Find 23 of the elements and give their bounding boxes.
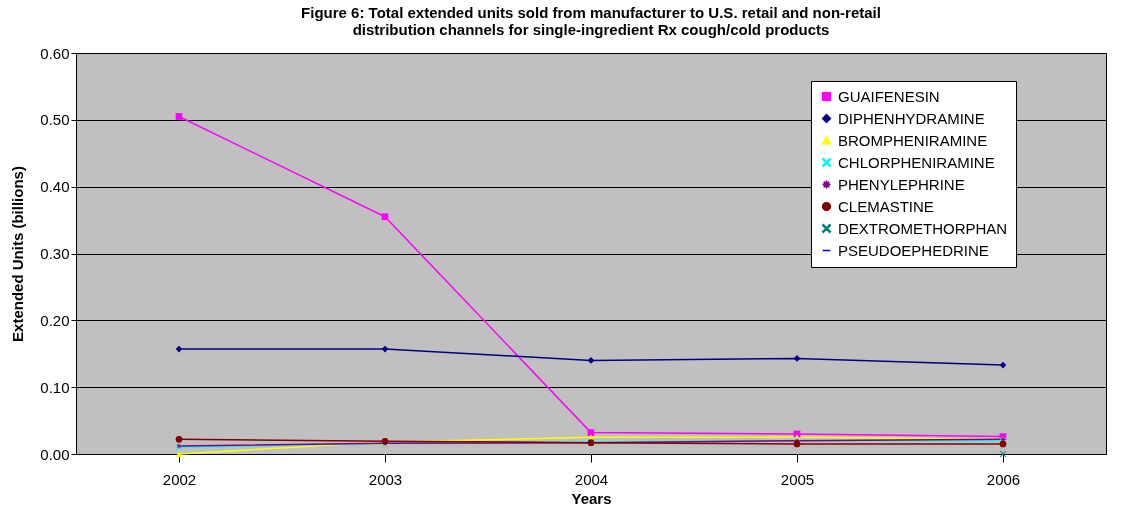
y-axis-title: Extended Units (billions) [9,166,27,342]
legend-label: BROMPHENIRAMINE [838,131,988,149]
x-tick-label: 2006 [986,470,1021,488]
y-tick-label: 0.20 [40,311,70,329]
legend-label: GUAIFENESIN [838,87,940,105]
x-tick-label: 2002 [162,470,197,488]
x-tick-label: 2004 [574,470,609,488]
y-tick-label: 0.40 [40,178,70,196]
y-tick-label: 0.30 [40,245,70,262]
legend-label: DEXTROMETHORPHAN [838,219,1008,237]
y-tick-label: 0.00 [40,445,70,463]
chart-title: Figure 6: Total extended units sold from manufacturer to U.S. retail and non-retail distribution channels for single-ingredient Rx cough/cold products [301,4,881,38]
legend-label: DIPHENHYDRAMINE [838,109,985,127]
x-tick-label: 2003 [368,470,403,488]
legend-label: PSEUDOEPHEDRINE [838,241,989,259]
y-tick-label: 0.50 [40,111,70,129]
y-tick-label: 0.10 [40,378,70,396]
legend-label: CHLORPHENIRAMINE [838,153,995,171]
legend-label: PHENYLEPHRINE [838,175,965,193]
x-tick-label: 2005 [780,470,815,488]
y-tick-label: 0.60 [40,44,70,62]
legend-label: CLEMASTINE [838,197,934,215]
x-axis-title: Years [571,489,612,507]
